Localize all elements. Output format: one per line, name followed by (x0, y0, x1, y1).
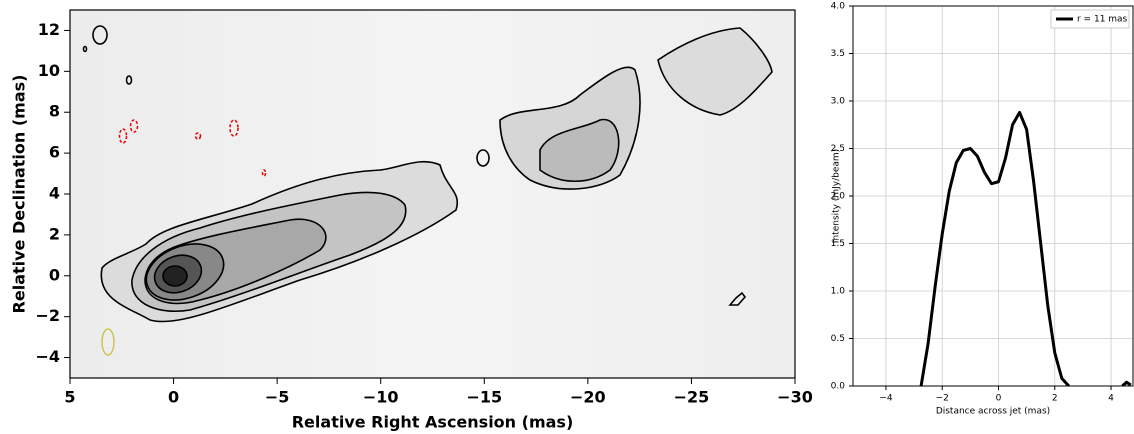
figure: 50−5−10−15−20−25−30−4−2024681012Relative… (0, 0, 1134, 434)
y-tick-label: 4 (49, 184, 60, 203)
x-tick-label: −5 (265, 388, 290, 407)
x-tick-label: 5 (64, 388, 75, 407)
y-tick-label: 6 (49, 143, 60, 162)
y-tick-label: 0.5 (831, 334, 845, 344)
x-tick-label: −15 (466, 388, 502, 407)
page: 50−5−10−15−20−25−30−4−2024681012Relative… (0, 0, 1134, 434)
y-tick-label: 0 (49, 265, 60, 284)
x-tick-label: 2 (1052, 394, 1058, 404)
y-tick-label: 12 (38, 20, 60, 39)
x-tick-label: −20 (570, 388, 606, 407)
x-axis-label: Relative Right Ascension (mas) (292, 413, 574, 432)
x-tick-label: −2 (936, 394, 949, 404)
x-tick-label: −4 (879, 394, 893, 404)
x-tick-label: 0 (996, 394, 1002, 404)
x-axis-label: Distance across jet (mas) (936, 407, 1050, 417)
y-tick-label: 10 (38, 61, 60, 80)
x-tick-label: −30 (777, 388, 813, 407)
y-tick-label: 8 (49, 102, 60, 121)
profile-line (921, 112, 1131, 386)
y-tick-label: 0.0 (831, 382, 846, 392)
y-tick-label: 2 (49, 224, 60, 243)
x-tick-label: −25 (674, 388, 710, 407)
x-tick-label: 4 (1108, 394, 1114, 404)
y-tick-label: −2 (35, 306, 60, 325)
jet-contour (163, 266, 187, 286)
legend-label: r = 11 mas (1077, 15, 1128, 25)
y-tick-label: 1.0 (831, 287, 846, 297)
x-tick-label: −10 (363, 388, 399, 407)
y-tick-label: 4.0 (831, 2, 846, 12)
y-axis-label: Relative Declination (mas) (10, 75, 29, 314)
contour-map (70, 10, 795, 378)
y-axis-label: Intensity (mJy/beam) (832, 149, 842, 243)
x-tick-label: 0 (168, 388, 179, 407)
y-tick-label: −4 (35, 347, 60, 366)
profile-plot (853, 6, 1133, 386)
y-tick-label: 3.0 (831, 97, 846, 107)
y-tick-label: 3.5 (831, 49, 845, 59)
